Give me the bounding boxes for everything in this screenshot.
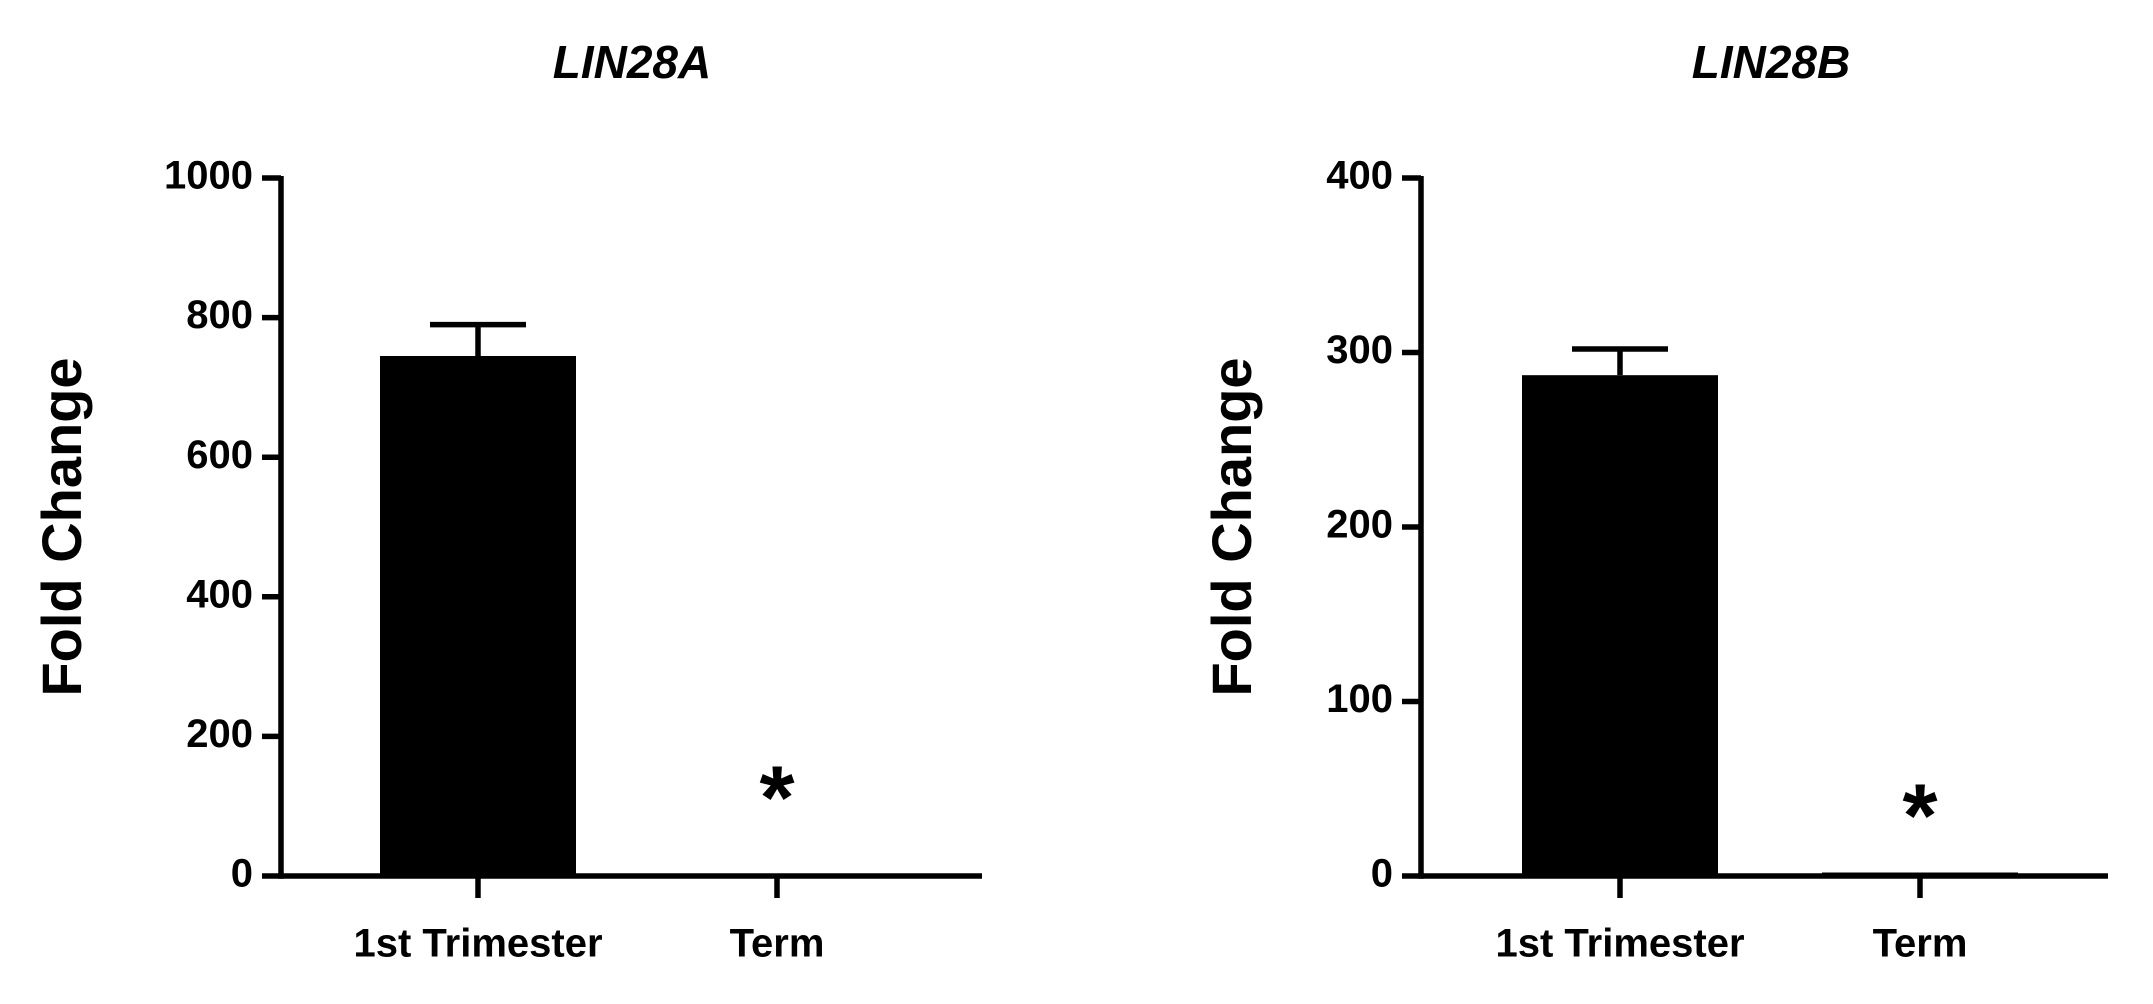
x-tick-label: Term (1873, 922, 1968, 966)
chart-title: LIN28B (1692, 36, 1850, 88)
error-bar (430, 321, 526, 356)
y-tick-label: 600 (186, 433, 253, 477)
x-tick-label: Term (730, 922, 825, 966)
y-tick-label: 1000 (164, 154, 253, 198)
x-tick-label: 1st Trimester (353, 922, 602, 966)
annotation: * (1902, 766, 1937, 866)
x-tick-label: 1st Trimester (1495, 922, 1744, 966)
y-tick-label: 100 (1326, 677, 1393, 721)
y-tick-label: 400 (1326, 154, 1393, 198)
y-tick-label: 0 (1371, 852, 1393, 896)
y-tick-label: 300 (1326, 328, 1393, 372)
annotation: * (759, 748, 794, 848)
y-axis-label: Fold Change (30, 357, 93, 696)
y-tick-label: 0 (231, 852, 253, 896)
y-tick-label: 200 (186, 712, 253, 756)
error-bar (1572, 346, 1668, 376)
bar (380, 355, 576, 876)
bar (1522, 375, 1718, 876)
y-tick-label: 800 (186, 293, 253, 337)
y-axis-label: Fold Change (1200, 357, 1263, 696)
y-tick-label: 400 (186, 572, 253, 616)
chart-title: LIN28A (553, 36, 711, 88)
y-tick-label: 200 (1326, 503, 1393, 547)
